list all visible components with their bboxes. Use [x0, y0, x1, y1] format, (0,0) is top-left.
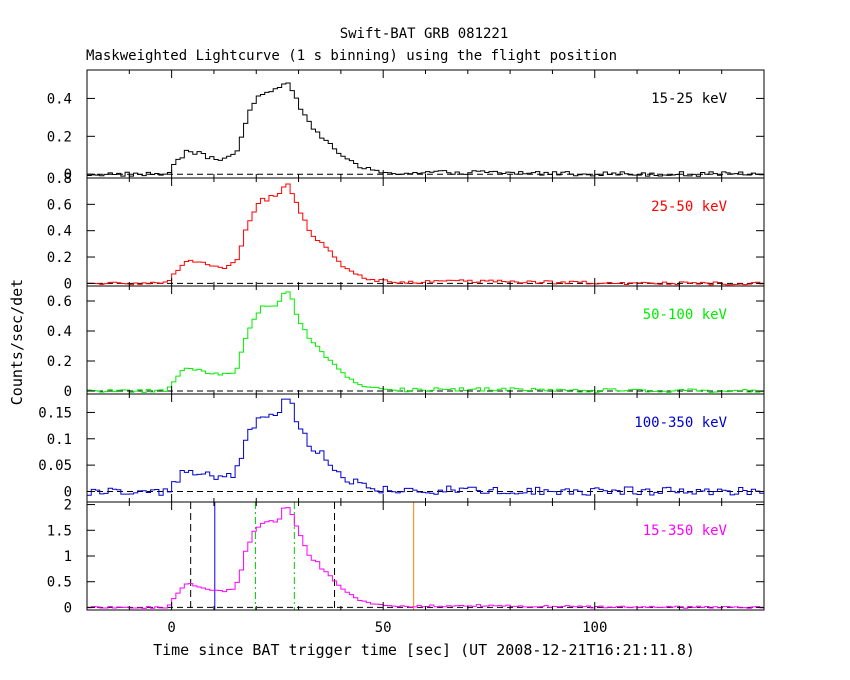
y-tick-label: 0.15 — [38, 405, 72, 421]
panel-0: 0 0.2 0.4 15-25 keV — [47, 69, 765, 183]
chart-title: Swift-BAT GRB 081221 — [340, 26, 509, 42]
y-tick-label: 0 — [64, 484, 72, 500]
y-tick-label: 0.4 — [47, 91, 72, 107]
band-label: 15-25 keV — [651, 91, 727, 107]
y-tick-label: 0.4 — [47, 224, 72, 240]
x-tick-label: 50 — [375, 620, 392, 636]
x-tick-label: 100 — [582, 620, 607, 636]
y-tick-label: 1.5 — [47, 523, 72, 539]
y-tick-label: 0.05 — [38, 458, 72, 474]
band-label: 15-350 keV — [643, 523, 728, 539]
panel-3: 0 0.05 0.1 0.15 100-350 keV — [38, 393, 765, 503]
y-tick-label: 0 — [64, 276, 72, 292]
band-label: 50-100 keV — [643, 307, 728, 323]
y-tick-label: 1 — [64, 549, 72, 565]
y-tick-label: 0 — [64, 600, 72, 616]
x-axis-label: Time since BAT trigger time [sec] (UT 20… — [153, 641, 695, 659]
y-tick-label: 0 — [64, 384, 72, 400]
panel-1: 0 0.2 0.4 0.6 0.8 25-50 keV — [47, 171, 765, 292]
chart-subtitle: Maskweighted Lightcurve (1 s binning) us… — [86, 48, 617, 64]
x-tick-label: 0 — [167, 620, 175, 636]
lightcurve-series — [87, 183, 764, 286]
panel-frame — [86, 501, 765, 611]
band-label: 25-50 keV — [651, 199, 727, 215]
lightcurve-series — [87, 398, 764, 496]
y-tick-label: 0.1 — [47, 432, 72, 448]
panel-2: 0 0.2 0.4 0.6 50-100 keV — [47, 285, 765, 400]
panel-frame — [86, 177, 765, 287]
y-tick-label: 0.2 — [47, 354, 72, 370]
y-tick-label: 0.4 — [47, 324, 72, 340]
y-tick-label: 0.2 — [47, 250, 72, 266]
y-axis-label: Counts/sec/det — [8, 279, 26, 405]
y-tick-label: 0.2 — [47, 129, 72, 145]
panel-4: 0 0.5 1 1.5 2 15-350 keV — [47, 498, 765, 616]
y-tick-label: 0.6 — [47, 197, 72, 213]
band-label: 100-350 keV — [634, 415, 727, 431]
y-tick-label: 0.6 — [47, 294, 72, 310]
panel-frame — [86, 285, 765, 395]
panel-frame — [86, 69, 765, 179]
panel-frame — [86, 393, 765, 503]
y-tick-label: 0.8 — [47, 171, 72, 187]
y-tick-label: 0.5 — [47, 575, 72, 591]
y-tick-label: 2 — [64, 498, 72, 514]
y-tick-label: 0 — [64, 167, 72, 183]
lightcurve-series — [87, 82, 764, 177]
